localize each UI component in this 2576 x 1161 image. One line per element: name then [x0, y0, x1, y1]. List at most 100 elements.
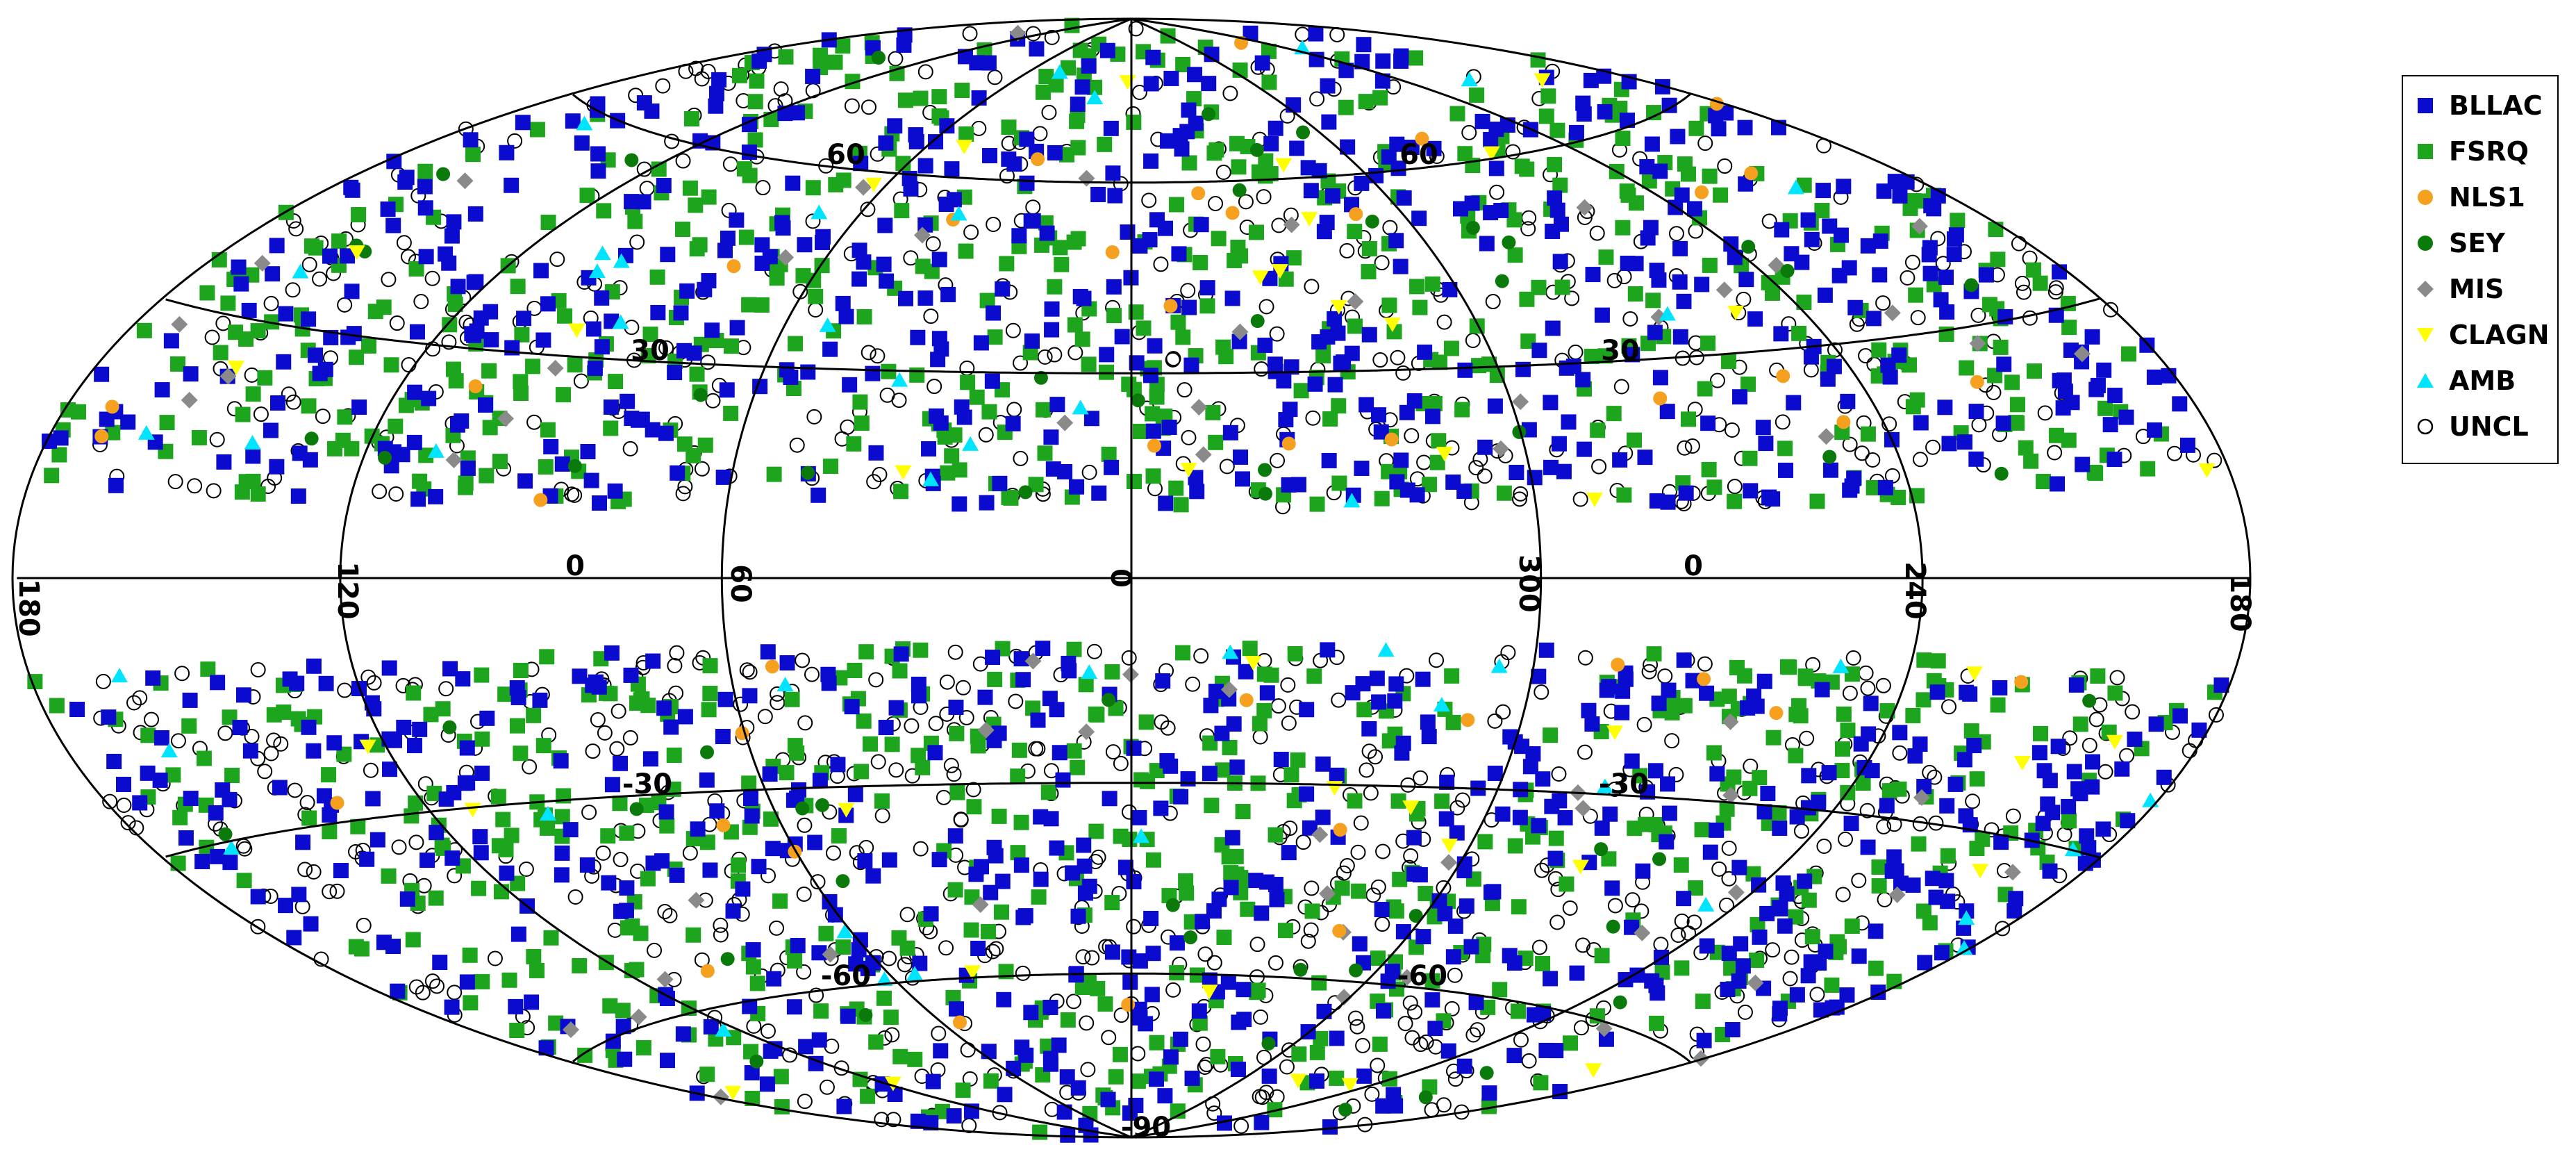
fsrq-point — [1392, 871, 1408, 887]
fsrq-point — [831, 828, 847, 844]
sey-point — [1349, 963, 1363, 978]
fsrq-point — [907, 1051, 923, 1067]
bllac-point — [1132, 1010, 1148, 1026]
bllac-point — [344, 182, 360, 198]
clagn-point — [1585, 1063, 1602, 1078]
fsrq-point — [884, 736, 900, 752]
bllac-point — [69, 701, 85, 717]
bllac-point — [1121, 949, 1137, 965]
fsrq-point — [1149, 389, 1165, 405]
uncl-point — [1454, 792, 1470, 808]
amb-point — [715, 1021, 732, 1037]
fsrq-point — [159, 415, 175, 431]
bllac-point — [1756, 804, 1772, 820]
bllac-point — [1268, 876, 1283, 892]
sey-point — [1994, 466, 2009, 481]
bllac-point — [774, 215, 790, 231]
fsrq-point — [683, 111, 699, 127]
uncl-point — [1838, 831, 1854, 847]
uncl-point — [1037, 349, 1053, 365]
bllac-point — [1230, 1062, 1246, 1078]
uncl-point — [960, 1042, 976, 1058]
uncl-point — [1416, 454, 1432, 470]
bllac-point — [1651, 695, 1667, 711]
fsrq-point — [1737, 668, 1753, 684]
bllac-point — [1575, 95, 1591, 111]
uncl-point — [1268, 955, 1283, 971]
nls1-point — [1031, 152, 1045, 167]
bllac-point — [742, 688, 758, 704]
uncl-point — [1295, 834, 1311, 850]
fsrq-point — [1138, 714, 1154, 730]
fsrq-point — [1752, 770, 1768, 786]
fsrq-point — [2033, 725, 2049, 741]
amb-point — [1461, 72, 1478, 87]
bllac-point — [1968, 451, 1984, 467]
mis-marker-icon — [2417, 281, 2434, 297]
bllac-point — [1173, 789, 1189, 805]
bllac-point — [1884, 863, 1900, 879]
bllac-point — [2008, 891, 2024, 907]
bllac-point — [444, 850, 460, 866]
bllac-point — [1843, 816, 1859, 832]
fsrq-point — [1619, 183, 1635, 199]
fsrq-point — [1286, 250, 1302, 266]
sey-point — [815, 798, 829, 812]
parallel-label-60-east: 60 — [1399, 139, 1438, 171]
uncl-point — [1577, 744, 1593, 760]
fsrq-point — [250, 323, 266, 339]
meridian-label-120: 120 — [331, 561, 363, 620]
fsrq-point — [1204, 798, 1220, 814]
fsrq-point — [304, 238, 319, 254]
uncl-point — [1101, 1030, 1117, 1046]
fsrq-point — [958, 243, 974, 259]
bllac-point — [879, 273, 895, 289]
bllac-point — [152, 772, 168, 788]
nls1-point — [1461, 713, 1475, 727]
bllac-point — [1114, 329, 1130, 345]
bllac-point — [1940, 894, 1956, 909]
uncl-point — [1353, 815, 1369, 831]
uncl-point — [1970, 307, 1986, 323]
fsrq-point — [181, 718, 197, 734]
fsrq-point — [2004, 374, 2020, 390]
bllac-point — [1161, 420, 1177, 436]
uncl-point — [1429, 652, 1445, 668]
bllac-point — [1322, 1119, 1338, 1135]
fsrq-point — [619, 825, 635, 841]
fsrq-point — [1331, 398, 1347, 414]
fsrq-point — [1249, 985, 1265, 1001]
bllac-point — [1061, 663, 1077, 679]
bllac-point — [2148, 716, 2164, 732]
bllac-point — [1581, 702, 1597, 718]
bllac-point — [1388, 1098, 1404, 1114]
clagn-point — [1727, 305, 1745, 320]
uncl-point — [1858, 347, 1874, 363]
fsrq-point — [1865, 479, 1881, 495]
fsrq-point — [170, 356, 186, 372]
mis-point — [1747, 974, 1764, 991]
bllac-point — [1569, 965, 1585, 981]
bllac-point — [1320, 329, 1336, 345]
fsrq-point — [883, 1010, 899, 1026]
parallel-label-minus30-east: -30 — [1599, 768, 1649, 800]
fsrq-point — [1216, 930, 1232, 946]
uncl-point — [1271, 217, 1287, 233]
fsrq-point — [1990, 697, 2006, 713]
bllac-point — [1340, 139, 1356, 155]
bllac-point — [675, 1026, 691, 1042]
fsrq-point — [979, 293, 995, 308]
clagn-point — [964, 965, 981, 980]
nls1-point — [533, 493, 548, 507]
fsrq-point — [1170, 314, 1186, 330]
bllac-point — [1261, 1068, 1277, 1084]
uncl-point — [796, 964, 812, 980]
bllac-point — [1394, 745, 1410, 761]
bllac-point — [1427, 1021, 1443, 1037]
bllac-point — [2050, 739, 2066, 755]
bllac-point — [154, 382, 170, 398]
fsrq-point — [1278, 271, 1294, 287]
uncl-point — [1131, 85, 1147, 101]
bllac-point — [1371, 694, 1387, 710]
bllac-point — [457, 775, 473, 791]
